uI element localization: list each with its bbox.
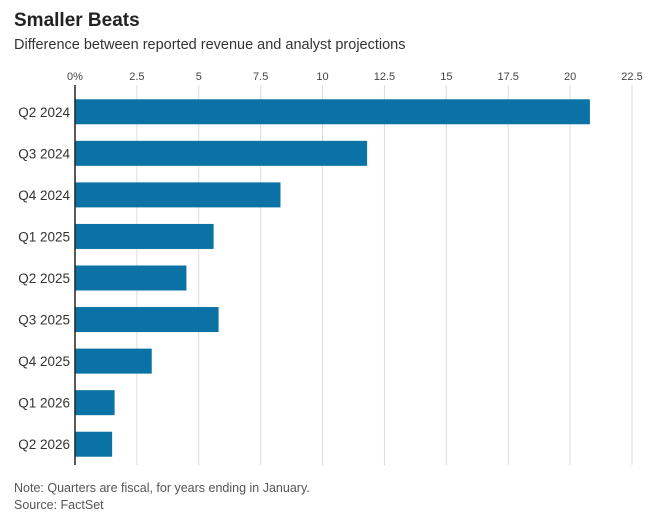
bar [75,431,113,457]
x-tick-label: 7.5 [253,71,268,83]
y-category-label: Q2 2026 [18,437,70,452]
x-tick-label: 5 [196,71,202,83]
x-tick-label: 17.5 [498,71,519,83]
y-category-label: Q1 2025 [18,229,70,244]
bar [75,182,281,208]
chart-subtitle: Difference between reported revenue and … [14,37,406,53]
y-category-label: Q4 2025 [18,354,70,369]
y-category-label: Q4 2024 [18,188,70,203]
x-tick-label: 22.5 [621,71,642,83]
chart-note: Note: Quarters are fiscal, for years end… [14,481,310,495]
x-tick-label: 20 [564,71,576,83]
y-category-label: Q3 2025 [18,313,70,328]
bar [75,265,187,291]
x-tick-label: 2.5 [129,71,144,83]
x-tick-label: 0% [67,71,83,83]
chart-source: Source: FactSet [14,498,104,512]
chart-title: Smaller Beats [14,10,140,31]
bar [75,223,214,249]
y-category-label: Q2 2025 [18,271,70,286]
x-tick-label: 10 [316,71,328,83]
bar [75,390,115,416]
y-category-label: Q1 2026 [18,396,70,411]
x-tick-label: 12.5 [374,71,395,83]
bar [75,348,152,374]
bar [75,140,368,166]
y-category-label: Q2 2024 [18,105,70,120]
x-tick-label: 15 [440,71,452,83]
bar [75,99,590,125]
y-category-label: Q3 2024 [18,146,70,161]
bar [75,307,219,333]
